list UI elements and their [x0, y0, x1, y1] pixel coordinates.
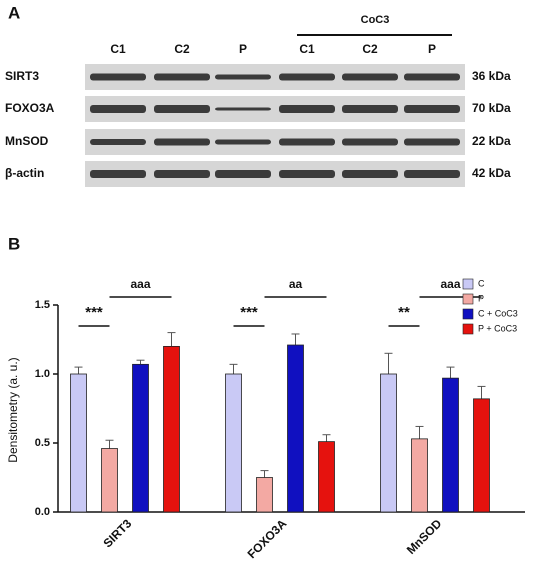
size-label: 42 kDa — [472, 166, 511, 180]
band — [154, 170, 210, 178]
band — [215, 107, 271, 111]
blot-strip — [85, 64, 465, 90]
lane-label: C2 — [174, 42, 190, 56]
lane-label: C1 — [299, 42, 315, 56]
bar — [380, 373, 397, 513]
legend-label: C — [478, 278, 485, 288]
band — [154, 73, 210, 81]
bar — [101, 448, 118, 513]
lane-label: P — [239, 42, 247, 56]
band — [404, 138, 460, 146]
bar — [473, 398, 490, 513]
y-tick-label: 1.5 — [35, 299, 50, 311]
x-tick-label: MnSOD — [404, 516, 445, 557]
row-label: SIRT3 — [5, 69, 39, 83]
band — [404, 73, 460, 81]
band — [342, 138, 398, 146]
bar — [318, 441, 335, 513]
blot-strip — [85, 161, 465, 187]
significance-label: ** — [398, 304, 410, 321]
bar — [225, 373, 242, 513]
blot-strip — [85, 129, 465, 155]
bar — [442, 377, 459, 513]
band — [215, 74, 271, 80]
lane-label: C1 — [110, 42, 126, 56]
legend-swatch — [462, 323, 474, 335]
band — [279, 138, 335, 146]
significance-label: aaa — [130, 277, 150, 291]
y-tick-label: 0.0 — [35, 506, 50, 518]
legend-swatch — [462, 293, 474, 305]
significance-label: aaa — [440, 277, 460, 291]
size-label: 70 kDa — [472, 101, 511, 115]
band — [279, 170, 335, 178]
row-label: β-actin — [5, 166, 44, 180]
legend-label: P — [478, 293, 484, 303]
blot-strip — [85, 96, 465, 122]
band — [342, 170, 398, 178]
significance-label: aa — [289, 277, 303, 291]
lane-label: C2 — [362, 42, 378, 56]
band — [154, 138, 210, 146]
bar — [287, 344, 304, 513]
band — [404, 105, 460, 113]
size-label: 36 kDa — [472, 69, 511, 83]
bar — [411, 438, 428, 513]
x-tick-label: SIRT3 — [100, 516, 134, 550]
lane-label: P — [428, 42, 436, 56]
group-label: CoC3 — [361, 14, 390, 26]
significance-label: *** — [240, 304, 258, 321]
band — [90, 139, 146, 145]
band — [90, 170, 146, 178]
y-axis-label: Densitometry (a. u.) — [6, 357, 20, 462]
legend-swatch — [462, 278, 474, 290]
row-label: FOXO3A — [5, 101, 55, 115]
bar — [256, 477, 273, 513]
band — [215, 170, 271, 178]
band — [342, 73, 398, 81]
legend-swatch — [462, 308, 474, 320]
legend-label: P + CoC3 — [478, 323, 517, 333]
row-label: MnSOD — [5, 134, 49, 148]
bar — [70, 373, 87, 513]
legend-label: C + CoC3 — [478, 308, 518, 318]
panel-label: B — [8, 234, 20, 253]
band — [90, 73, 146, 81]
band — [279, 73, 335, 81]
band — [90, 105, 146, 113]
bar — [163, 345, 180, 513]
band — [342, 105, 398, 113]
significance-label: *** — [85, 304, 103, 321]
panel-label: A — [8, 3, 20, 22]
band — [215, 139, 271, 145]
band — [404, 170, 460, 178]
y-tick-label: 0.5 — [35, 437, 50, 449]
size-label: 22 kDa — [472, 134, 511, 148]
bar — [132, 363, 149, 513]
y-tick-label: 1.0 — [35, 368, 50, 380]
x-tick-label: FOXO3A — [245, 516, 290, 561]
band — [154, 105, 210, 113]
band — [279, 105, 335, 113]
